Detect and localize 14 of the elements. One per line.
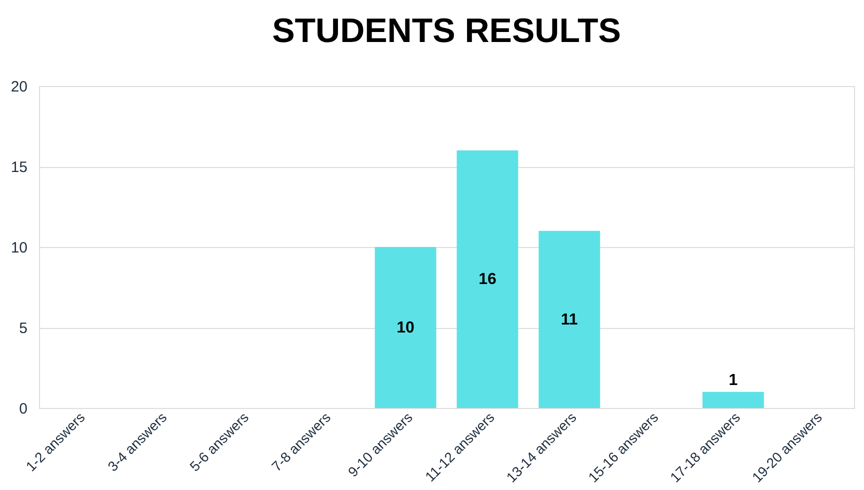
bar	[702, 392, 764, 408]
y-tick-label: 15	[10, 159, 28, 176]
y-tick-label: 5	[19, 320, 28, 337]
data-label: 11	[560, 311, 578, 328]
bar	[456, 150, 518, 408]
y-tick-label: 0	[19, 400, 28, 418]
chart-title: STUDENTS RESULTS	[272, 12, 621, 50]
bar	[374, 247, 436, 408]
y-tick-label: 20	[10, 78, 28, 96]
y-tick-label: 10	[10, 240, 28, 256]
data-label: 10	[396, 320, 415, 336]
bar	[538, 230, 600, 408]
data-label: 16	[478, 271, 496, 288]
data-label: 1	[728, 372, 738, 389]
